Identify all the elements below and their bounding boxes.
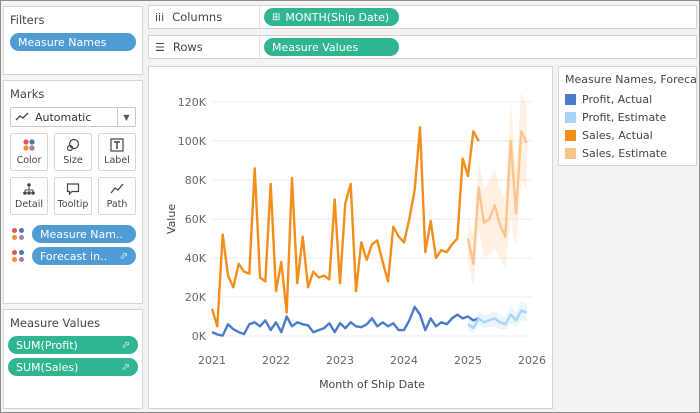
path-button[interactable]: Path xyxy=(98,177,136,215)
y-tick-label: 40K xyxy=(185,252,207,265)
marks-pill-row-measure-names: Measure Nam.. xyxy=(10,225,136,243)
filter-measure-names-pill[interactable]: Measure Names xyxy=(10,33,136,51)
expand-plus-icon: ⊞ xyxy=(272,11,281,23)
y-tick-label: 60K xyxy=(185,213,207,226)
filters-title: Filters xyxy=(10,13,45,27)
mark-type-dropdown[interactable]: Automatic ▼ xyxy=(10,107,136,127)
rows-shelf-label: ☰ Rows xyxy=(149,36,260,58)
tooltip-button[interactable]: Tooltip xyxy=(54,177,92,215)
legend-swatch xyxy=(565,129,576,141)
rows-pill-label: Measure Values xyxy=(272,40,359,54)
y-tick-label: 0K xyxy=(192,330,207,343)
marks-pill-label: Forecast in.. xyxy=(40,249,108,263)
color-encoding-icon xyxy=(10,249,28,263)
tooltip-label: Tooltip xyxy=(57,199,89,210)
detail-icon xyxy=(23,183,35,195)
discrete-arrow-icon: ⬀ xyxy=(119,250,128,262)
x-tick-label: 2021 xyxy=(198,354,226,367)
color-button[interactable]: Color xyxy=(10,133,48,171)
label-icon xyxy=(110,138,124,152)
line-mark-icon xyxy=(15,112,29,121)
legend-title: Measure Names, Foreca... xyxy=(565,73,696,86)
legend-swatch xyxy=(565,147,576,159)
measure-arrow-icon: ⬀ xyxy=(121,339,130,351)
label-button[interactable]: Label xyxy=(98,133,136,171)
mark-type-value: Automatic xyxy=(35,110,92,124)
series-line-sales-actual xyxy=(210,126,480,328)
tooltip-icon xyxy=(66,183,80,196)
columns-month-ship-date-pill[interactable]: ⊞ MONTH(Ship Date) xyxy=(264,8,399,26)
marks-measure-names-pill[interactable]: Measure Nam.. xyxy=(32,225,136,243)
marks-pill-label: Measure Nam.. xyxy=(40,227,123,241)
y-axis-title: Value xyxy=(165,204,178,234)
measure-values-pane: Measure Values SUM(Profit) ⬀ SUM(Sales) … xyxy=(3,309,143,409)
legend-swatch xyxy=(565,111,576,123)
y-tick-label: 20K xyxy=(185,291,207,304)
filter-pill-label: Measure Names xyxy=(18,35,107,49)
x-tick-label: 2022 xyxy=(262,354,290,367)
y-tick-label: 100K xyxy=(178,135,207,148)
detail-label: Detail xyxy=(15,199,43,210)
measure-value-label: SUM(Sales) xyxy=(16,360,79,374)
rows-measure-values-pill[interactable]: Measure Values xyxy=(264,38,399,56)
legend-item-sales-actual[interactable]: Sales, Actual xyxy=(559,126,696,144)
measure-value-label: SUM(Profit) xyxy=(16,338,78,352)
color-legend[interactable]: Measure Names, Foreca... Profit, Actual … xyxy=(558,66,697,166)
color-icon xyxy=(23,139,35,151)
y-tick-label: 80K xyxy=(185,174,207,187)
marks-pane: Marks Automatic ▼ Color Size xyxy=(3,80,143,304)
forecast-band-profit-estimate xyxy=(468,300,527,334)
path-icon xyxy=(110,183,124,194)
rows-icon: ☰ xyxy=(155,40,165,54)
legend-item-sales-estimate[interactable]: Sales, Estimate xyxy=(559,144,696,162)
columns-label: Columns xyxy=(172,10,223,24)
series-line-profit-estimate xyxy=(467,309,528,330)
x-tick-label: 2026 xyxy=(518,354,546,367)
marks-pill-row-forecast: Forecast in.. ⬀ xyxy=(10,247,136,265)
columns-shelf-label: iii Columns xyxy=(149,6,260,28)
y-tick-label: 120K xyxy=(178,96,207,109)
chevron-down-icon: ▼ xyxy=(117,108,135,126)
columns-shelf[interactable]: iii Columns ⊞ MONTH(Ship Date) xyxy=(148,5,697,29)
legend-item-profit-estimate[interactable]: Profit, Estimate xyxy=(559,108,696,126)
x-axis-title: Month of Ship Date xyxy=(319,378,425,391)
color-encoding-icon xyxy=(10,227,28,241)
color-label: Color xyxy=(16,155,42,166)
path-label: Path xyxy=(106,199,128,210)
x-tick-label: 2023 xyxy=(326,354,354,367)
label-label: Label xyxy=(104,155,130,166)
columns-pill-label: MONTH(Ship Date) xyxy=(285,10,390,24)
measure-arrow-icon: ⬀ xyxy=(121,361,130,373)
line-chart[interactable]: 0K 20K 40K 60K 80K 100K 120K 2021 2022 2023 2024 20… xyxy=(149,67,552,408)
legend-item-profit-actual[interactable]: Profit, Actual xyxy=(559,90,696,108)
legend-label: Profit, Estimate xyxy=(582,110,667,124)
forecast-band-sales-estimate xyxy=(468,92,527,288)
series-line-profit-actual xyxy=(211,305,480,337)
legend-swatch xyxy=(565,93,576,105)
measure-value-profit-pill[interactable]: SUM(Profit) ⬀ xyxy=(8,336,138,354)
series-line-sales-estimate xyxy=(466,130,528,266)
x-tick-label: 2025 xyxy=(454,354,482,367)
size-button[interactable]: Size xyxy=(54,133,92,171)
legend-label: Sales, Actual xyxy=(582,128,653,142)
legend-label: Sales, Estimate xyxy=(582,146,667,160)
size-icon xyxy=(66,138,80,152)
detail-button[interactable]: Detail xyxy=(10,177,48,215)
view-chart-area[interactable]: 0K 20K 40K 60K 80K 100K 120K 2021 2022 2023 2024 20… xyxy=(148,66,553,409)
marks-title: Marks xyxy=(10,87,45,101)
size-label: Size xyxy=(63,155,83,166)
x-tick-label: 2024 xyxy=(390,354,418,367)
columns-icon: iii xyxy=(155,10,165,24)
marks-forecast-indicator-pill[interactable]: Forecast in.. ⬀ xyxy=(32,247,136,265)
rows-label: Rows xyxy=(172,40,203,54)
measure-value-sales-pill[interactable]: SUM(Sales) ⬀ xyxy=(8,358,138,376)
rows-shelf[interactable]: ☰ Rows Measure Values xyxy=(148,35,697,59)
measure-values-title: Measure Values xyxy=(10,316,101,330)
legend-label: Profit, Actual xyxy=(582,92,653,106)
filters-pane: Filters Measure Names xyxy=(3,6,143,75)
marks-card-grid: Color Size Label xyxy=(4,133,142,215)
